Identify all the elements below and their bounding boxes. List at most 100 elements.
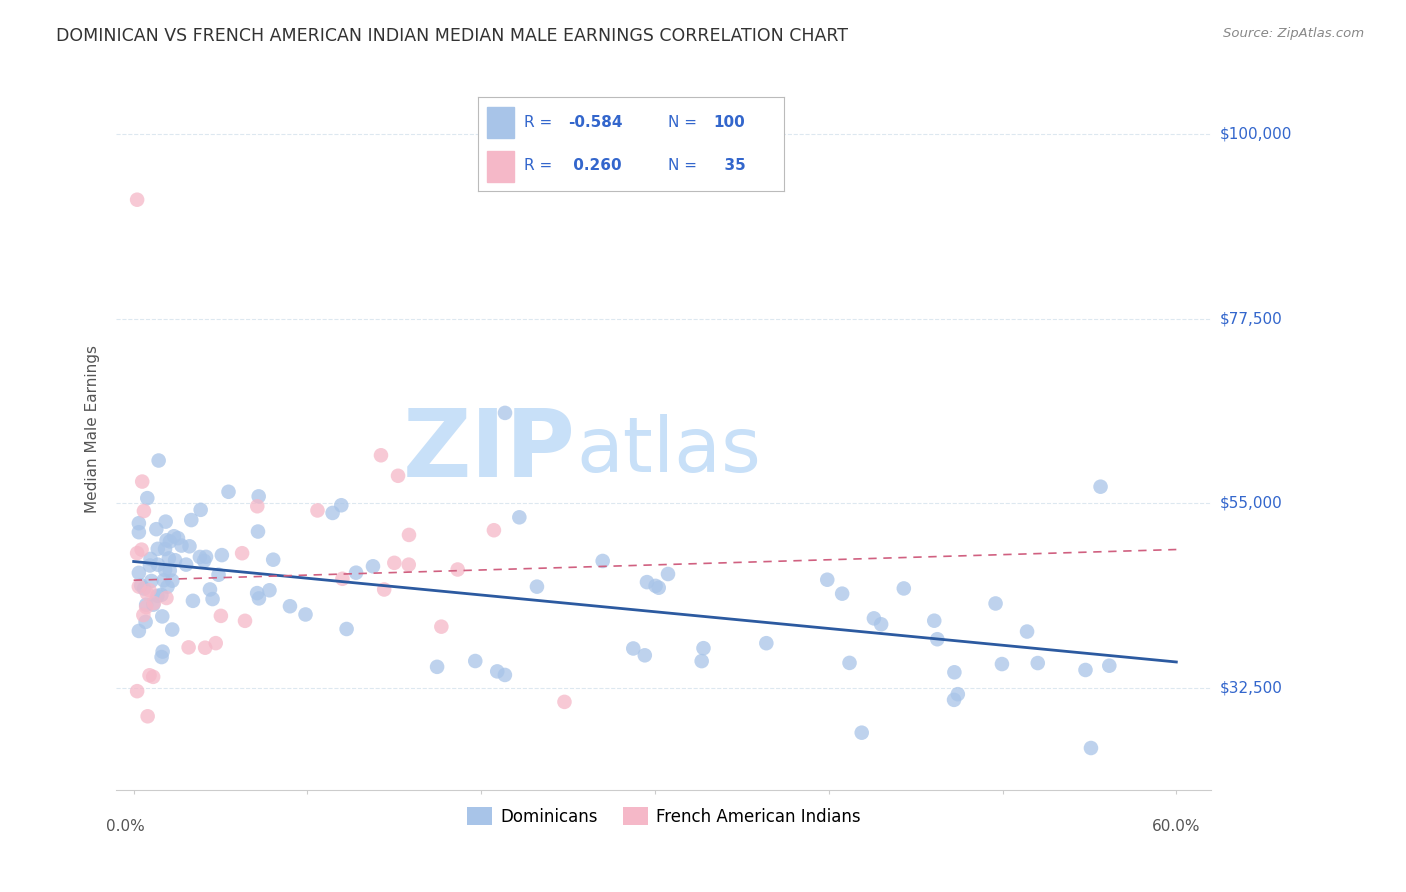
Point xyxy=(259,583,281,598)
Point xyxy=(446,562,468,576)
Point xyxy=(181,594,204,608)
Point xyxy=(201,592,224,607)
Point xyxy=(621,641,644,656)
Point xyxy=(361,559,384,574)
Text: 0.0%: 0.0% xyxy=(105,819,145,834)
Y-axis label: Median Male Earnings: Median Male Earnings xyxy=(86,345,100,513)
Point xyxy=(426,660,449,674)
Point xyxy=(132,504,155,518)
Point xyxy=(159,534,181,549)
Point xyxy=(943,665,966,680)
Point xyxy=(690,654,713,668)
Point xyxy=(139,558,162,573)
Point xyxy=(851,725,873,739)
Point xyxy=(526,580,548,594)
Point xyxy=(131,475,153,489)
Point xyxy=(494,668,516,682)
Point xyxy=(1074,663,1097,677)
Point xyxy=(150,609,173,624)
Point xyxy=(152,645,174,659)
Point xyxy=(1090,480,1112,494)
Point xyxy=(508,510,530,524)
Point xyxy=(153,563,176,577)
Point xyxy=(991,657,1014,671)
Point xyxy=(174,558,197,572)
Point xyxy=(146,541,169,556)
Point xyxy=(141,574,163,588)
Point xyxy=(648,581,671,595)
Point xyxy=(127,546,149,560)
Point xyxy=(838,656,860,670)
Point xyxy=(128,516,150,531)
Point xyxy=(155,533,177,548)
Point xyxy=(231,546,253,560)
Point xyxy=(159,564,181,578)
Point xyxy=(211,548,233,562)
Point xyxy=(136,491,159,505)
Point xyxy=(193,554,215,568)
Point xyxy=(156,580,179,594)
Point xyxy=(863,611,886,625)
Point xyxy=(831,587,853,601)
Text: atlas: atlas xyxy=(576,414,761,488)
Point xyxy=(644,579,666,593)
Point xyxy=(398,558,420,572)
Point xyxy=(927,632,949,647)
Point xyxy=(815,573,838,587)
Point xyxy=(322,506,344,520)
Point xyxy=(1026,656,1049,670)
Point xyxy=(893,582,915,596)
Point xyxy=(146,558,169,572)
Point xyxy=(136,709,159,723)
Point xyxy=(204,636,226,650)
Point xyxy=(128,525,150,540)
Point xyxy=(209,608,232,623)
Point xyxy=(246,586,269,600)
Point xyxy=(148,453,170,467)
Point xyxy=(294,607,316,622)
Text: ZIP: ZIP xyxy=(404,405,576,497)
Point xyxy=(135,598,157,612)
Point xyxy=(382,556,405,570)
Point xyxy=(146,589,169,603)
Point xyxy=(344,566,367,580)
Point xyxy=(160,623,183,637)
Point xyxy=(132,582,155,596)
Point xyxy=(132,608,155,623)
Point xyxy=(278,599,301,614)
Point xyxy=(262,552,284,566)
Point xyxy=(246,500,269,514)
Legend: Dominicans, French American Indians: Dominicans, French American Indians xyxy=(460,801,868,832)
Point xyxy=(755,636,778,650)
Point xyxy=(398,528,420,542)
Point xyxy=(1098,658,1121,673)
Point xyxy=(486,665,509,679)
Text: $77,500: $77,500 xyxy=(1220,311,1282,326)
Point xyxy=(190,503,212,517)
Text: Source: ZipAtlas.com: Source: ZipAtlas.com xyxy=(1223,27,1364,40)
Point xyxy=(127,193,149,207)
Point xyxy=(142,596,165,610)
Point xyxy=(179,539,201,553)
Point xyxy=(370,448,392,462)
Point xyxy=(157,551,180,566)
Point xyxy=(657,567,679,582)
Point xyxy=(332,572,354,586)
Point xyxy=(943,693,966,707)
Point xyxy=(127,684,149,698)
Point xyxy=(152,574,174,588)
Point xyxy=(430,620,453,634)
Point xyxy=(131,542,153,557)
Point xyxy=(1080,741,1102,756)
Point xyxy=(246,524,269,539)
Text: $55,000: $55,000 xyxy=(1220,496,1282,510)
Text: DOMINICAN VS FRENCH AMERICAN INDIAN MEDIAN MALE EARNINGS CORRELATION CHART: DOMINICAN VS FRENCH AMERICAN INDIAN MEDI… xyxy=(56,27,848,45)
Point xyxy=(142,598,165,612)
Point xyxy=(153,542,176,557)
Point xyxy=(150,588,173,602)
Point xyxy=(194,640,217,655)
Point xyxy=(128,624,150,638)
Point xyxy=(330,498,353,512)
Point xyxy=(155,591,177,605)
Point xyxy=(636,575,658,590)
